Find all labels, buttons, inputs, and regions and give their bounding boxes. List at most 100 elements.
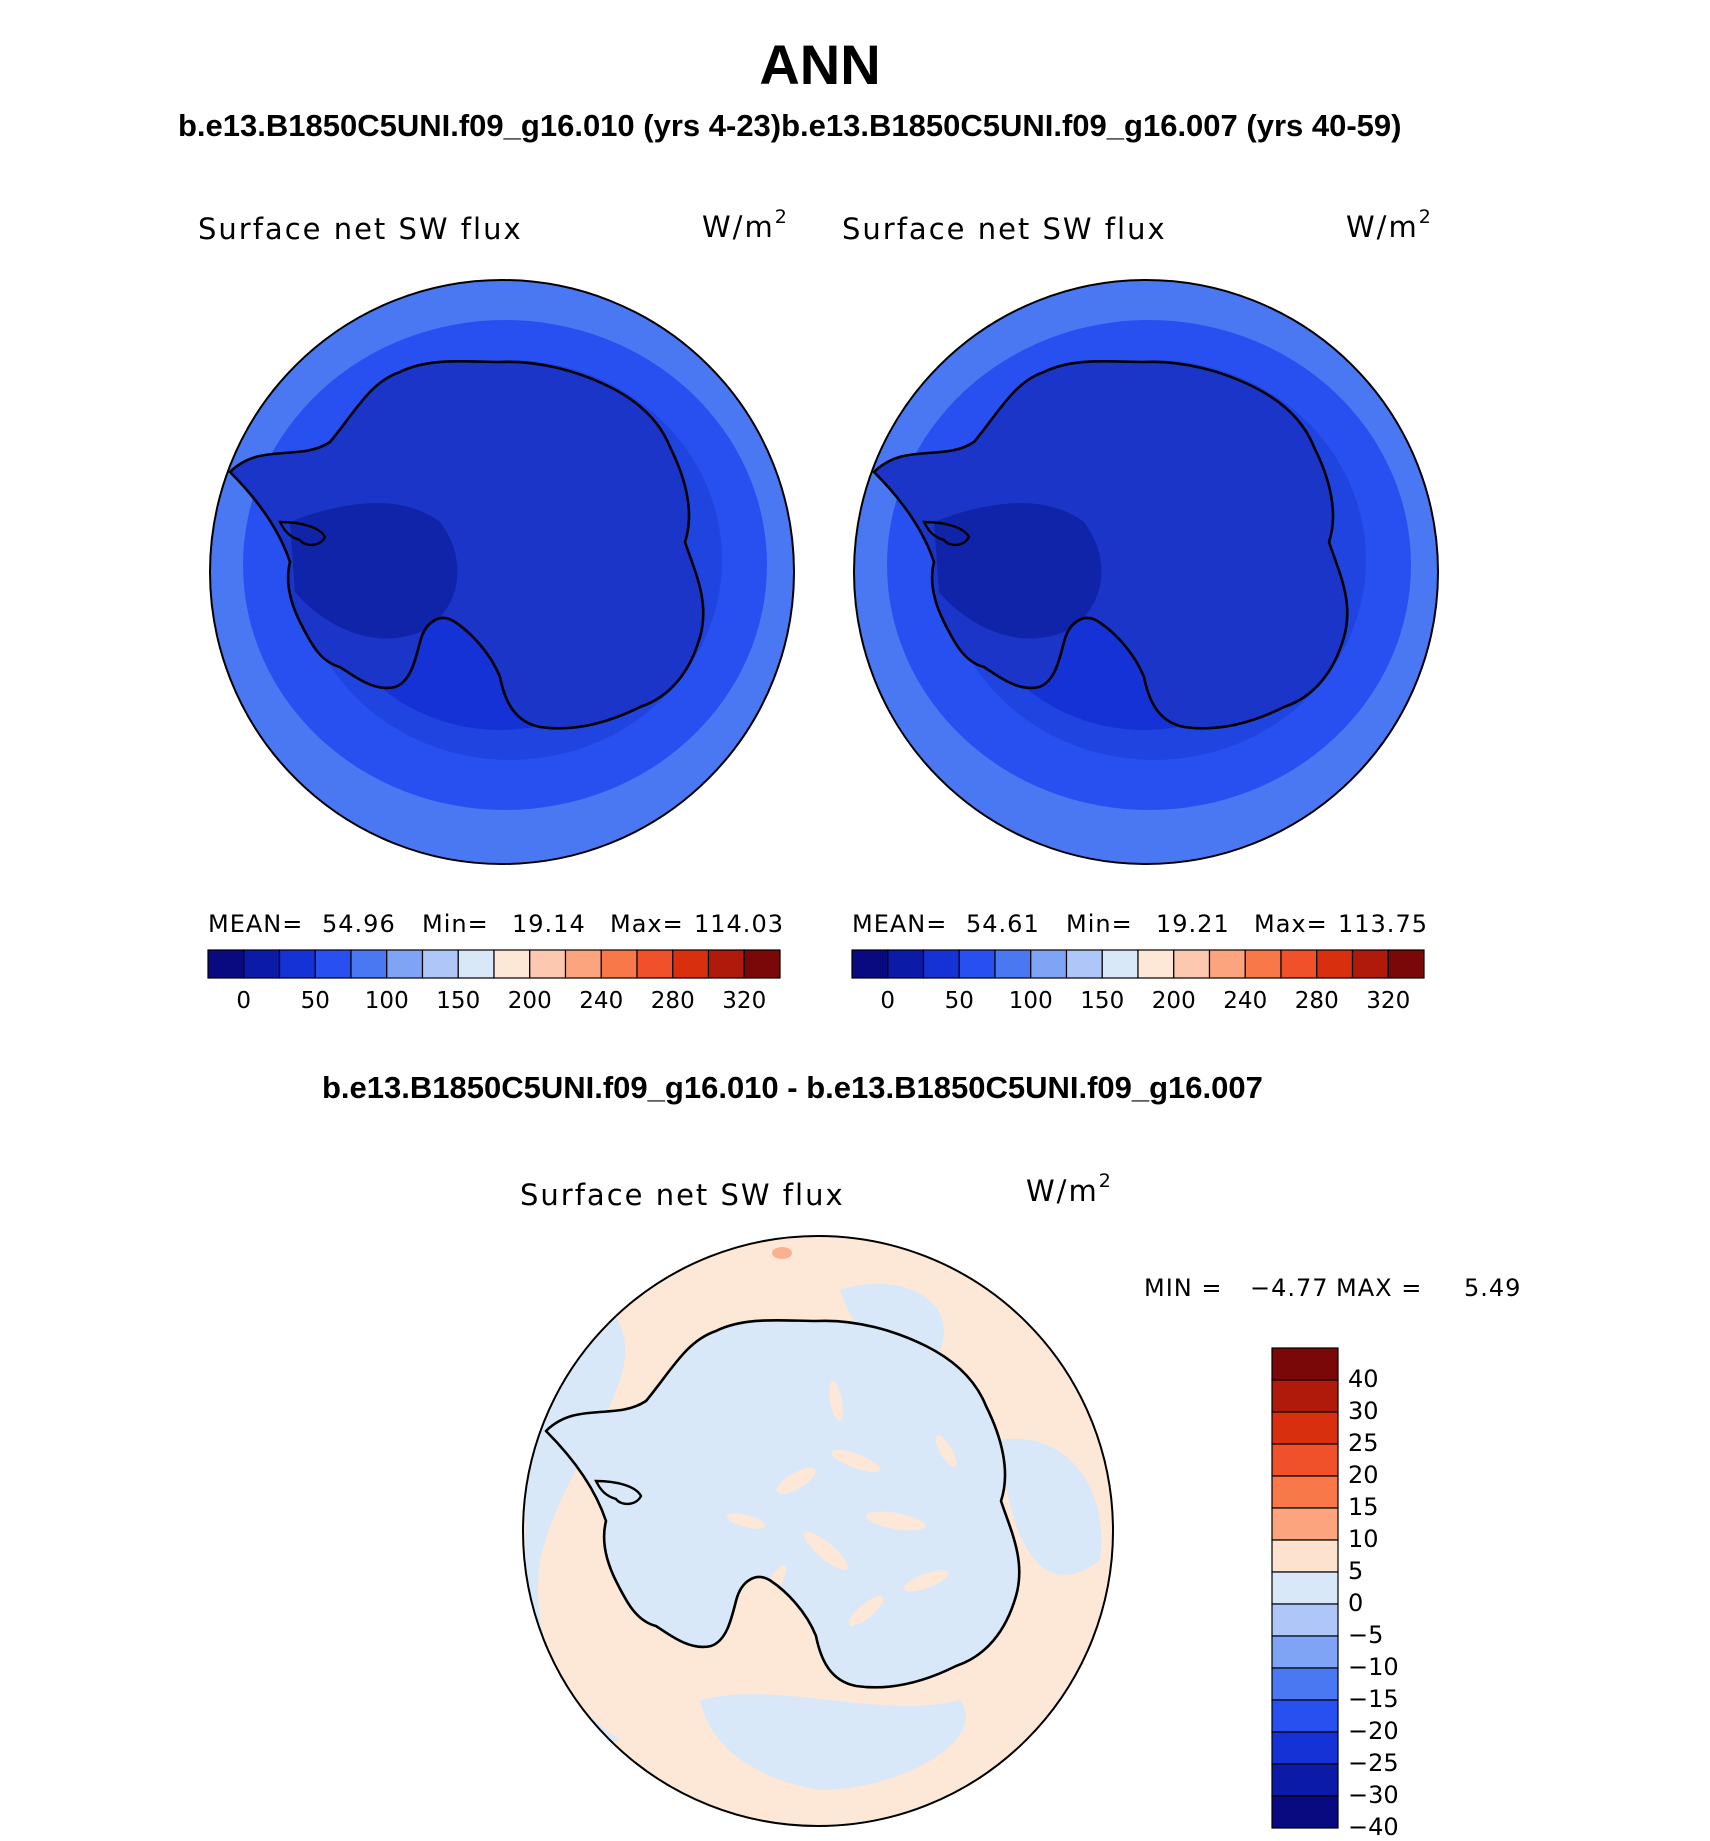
panel2-colorbar-box: [1173, 949, 1211, 979]
diff-colorbar-tick-label: −25: [1348, 1749, 1399, 1777]
panel1-colorbar: [207, 949, 781, 979]
panel2-colorbar-box: [958, 949, 996, 979]
diff-variable-label: Surface net SW flux: [520, 1178, 845, 1212]
diff-colorbar-tick-label: −15: [1348, 1685, 1399, 1713]
diff-colorbar-box: [1271, 1763, 1339, 1797]
panel1-colorbar-tick-label: 0: [236, 988, 252, 1014]
diff-min-value: −4.77: [1250, 1274, 1329, 1302]
panel2-colorbar-tick-label: 100: [1008, 988, 1053, 1014]
panel2-colorbar-box: [1244, 949, 1282, 979]
panel2-colorbar-box: [1137, 949, 1175, 979]
diff-max-label: MAX =: [1336, 1274, 1423, 1302]
diff-colorbar-box: [1271, 1699, 1339, 1733]
diff-colorbar-box: [1271, 1507, 1339, 1541]
diff-colorbar-box: [1271, 1539, 1339, 1573]
panel1-colorbar-box: [743, 949, 781, 979]
diff-colorbar-tick-label: −10: [1348, 1653, 1399, 1681]
diff-units: W/m2: [1026, 1170, 1111, 1208]
panel2-colorbar-box: [1387, 949, 1425, 979]
panel1-max-label: Max=: [610, 910, 684, 938]
panel2-colorbar-tick-label: 50: [944, 988, 974, 1014]
panel2-colorbar-tick-label: 240: [1223, 988, 1268, 1014]
panel2-mean-label: MEAN=: [852, 910, 948, 938]
diff-max-value: 5.49: [1464, 1274, 1522, 1302]
diff-colorbar: [1271, 1347, 1339, 1829]
panel2-colorbar-box: [1208, 949, 1246, 979]
diff-colorbar-box: [1271, 1571, 1339, 1605]
panel2-min-value: 19.21: [1156, 910, 1230, 938]
diff-colorbar-tick-label: 5: [1348, 1557, 1364, 1585]
panel2-colorbar-box: [887, 949, 925, 979]
panel2-colorbar-box: [851, 949, 889, 979]
panel1-colorbar-box: [600, 949, 638, 979]
diff-colorbar-box: [1271, 1411, 1339, 1445]
panel2-max-value: 113.75: [1338, 910, 1428, 938]
panel1-colorbar-box: [278, 949, 316, 979]
panel1-map: [209, 279, 795, 865]
panel2-max-label: Max=: [1254, 910, 1328, 938]
panel1-colorbar-box: [314, 949, 352, 979]
panel1-min-value: 19.14: [512, 910, 586, 938]
diff-colorbar-box: [1271, 1475, 1339, 1509]
diff-colorbar-tick-label: −5: [1348, 1621, 1384, 1649]
panel1-units: W/m2: [702, 206, 787, 244]
panel2-colorbar-tick-label: 280: [1294, 988, 1339, 1014]
panel2-colorbar-tick-label: 150: [1080, 988, 1125, 1014]
panel1-colorbar-tick-label: 280: [650, 988, 695, 1014]
diff-colorbar-tick-label: −20: [1348, 1717, 1399, 1745]
panel2-colorbar-box: [1101, 949, 1139, 979]
diff-colorbar-box: [1271, 1603, 1339, 1637]
panel1-colorbar-box: [350, 949, 388, 979]
panel1-colorbar-tick-label: 50: [300, 988, 330, 1014]
case-subtitle: b.e13.B1850C5UNI.f09_g16.010 (yrs 4-23)b…: [178, 108, 1402, 143]
panel1-colorbar-box: [529, 949, 567, 979]
panel2-colorbar-tick-label: 200: [1151, 988, 1196, 1014]
panel2-stats: MEAN= 54.61 Min= 19.21 Max= 113.75: [852, 910, 1432, 940]
panel1-colorbar-box: [243, 949, 281, 979]
panel1-min-label: Min=: [422, 910, 489, 938]
diff-min-label: MIN =: [1144, 1274, 1223, 1302]
diff-colorbar-tick-label: 0: [1348, 1589, 1364, 1617]
diff-colorbar-box: [1271, 1379, 1339, 1413]
diff-colorbar-tick-label: 10: [1348, 1525, 1379, 1553]
panel2-colorbar-tick-label: 0: [880, 988, 896, 1014]
diff-colorbar-tick-label: 25: [1348, 1429, 1379, 1457]
panel1-colorbar-box: [672, 949, 710, 979]
panel2-colorbar-box: [1280, 949, 1318, 979]
diff-colorbar-box: [1271, 1667, 1339, 1701]
panel2-min-label: Min=: [1066, 910, 1133, 938]
diff-minmax: MIN = −4.77 MAX = 5.49: [1144, 1274, 1544, 1304]
panel1-colorbar-tick-label: 100: [364, 988, 409, 1014]
panel1-colorbar-box: [207, 949, 245, 979]
panel1-colorbar-box: [421, 949, 459, 979]
diff-colorbar-box: [1271, 1635, 1339, 1669]
panel1-colorbar-box: [707, 949, 745, 979]
panel1-colorbar-tick-label: 150: [436, 988, 481, 1014]
diff-colorbar-box: [1271, 1443, 1339, 1477]
panel2-map: [853, 279, 1439, 865]
panel1-colorbar-tick-label: 320: [722, 988, 767, 1014]
panel2-variable-label: Surface net SW flux: [842, 212, 1167, 246]
diff-colorbar-tick-label: −40: [1348, 1813, 1399, 1841]
panel2-colorbar-box: [922, 949, 960, 979]
panel2-mean-value: 54.61: [966, 910, 1040, 938]
panel1-colorbar-box: [636, 949, 674, 979]
diff-colorbar-tick-label: 30: [1348, 1397, 1379, 1425]
diff-map: [522, 1235, 1114, 1827]
panel1-colorbar-box: [386, 949, 424, 979]
panel2-colorbar: [851, 949, 1425, 979]
diff-colorbar-tick-label: 15: [1348, 1493, 1379, 1521]
panel1-colorbar-box: [457, 949, 495, 979]
panel2-colorbar-box: [1030, 949, 1068, 979]
panel2-colorbar-box: [1351, 949, 1389, 979]
panel2-colorbar-box: [1316, 949, 1354, 979]
panel1-colorbar-tick-label: 200: [507, 988, 552, 1014]
panel1-colorbar-tick-label: 240: [579, 988, 624, 1014]
diff-colorbar-box: [1271, 1731, 1339, 1765]
panel2-colorbar-box: [994, 949, 1032, 979]
panel1-mean-value: 54.96: [322, 910, 396, 938]
panel2-colorbar-box: [1065, 949, 1103, 979]
diff-colorbar-tick-label: 40: [1348, 1365, 1379, 1393]
diff-colorbar-box: [1271, 1347, 1339, 1381]
